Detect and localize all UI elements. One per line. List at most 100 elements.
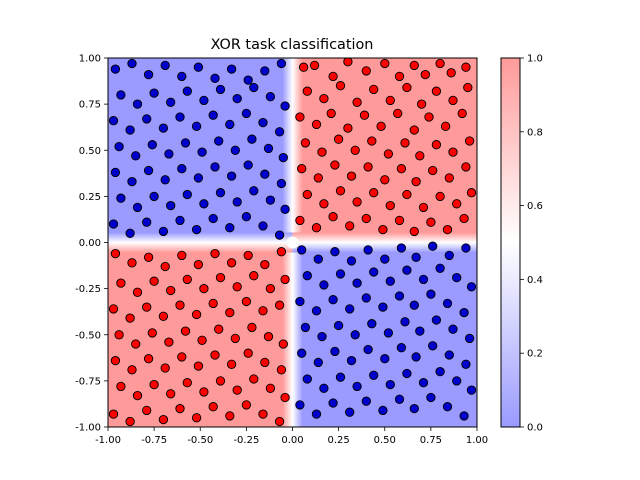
point-class-0 xyxy=(208,110,218,120)
point-class-1 xyxy=(263,331,274,342)
point-class-0 xyxy=(431,315,442,325)
point-class-1 xyxy=(442,224,453,235)
point-class-1 xyxy=(226,258,237,268)
point-class-0 xyxy=(215,84,226,95)
point-class-0 xyxy=(243,160,253,170)
point-class-0 xyxy=(232,197,242,207)
point-class-1 xyxy=(191,413,202,423)
point-class-0 xyxy=(249,186,259,196)
point-class-1 xyxy=(426,217,436,227)
point-class-0 xyxy=(313,357,323,368)
point-class-1 xyxy=(313,173,323,183)
point-class-1 xyxy=(330,160,340,170)
y-tick-label: 0.50 xyxy=(79,146,101,157)
point-class-0 xyxy=(243,75,253,85)
point-class-0 xyxy=(335,269,346,279)
point-class-1 xyxy=(142,405,152,416)
point-class-1 xyxy=(177,352,187,362)
point-class-1 xyxy=(393,108,403,119)
point-class-1 xyxy=(415,151,425,161)
point-class-0 xyxy=(114,141,124,152)
surface-boundary xyxy=(282,58,303,243)
point-class-1 xyxy=(409,226,419,237)
colorbar-tick-label: 0.4 xyxy=(527,275,543,286)
point-class-0 xyxy=(225,119,235,130)
point-class-1 xyxy=(164,337,174,347)
point-class-0 xyxy=(466,385,477,395)
point-class-1 xyxy=(295,112,305,122)
point-class-0 xyxy=(402,368,412,379)
point-class-1 xyxy=(280,274,290,285)
point-class-0 xyxy=(260,169,270,179)
point-class-1 xyxy=(345,221,355,231)
point-class-0 xyxy=(311,306,322,316)
point-class-1 xyxy=(309,60,320,71)
point-class-0 xyxy=(258,221,268,231)
point-class-0 xyxy=(276,178,287,189)
point-class-1 xyxy=(396,164,407,174)
point-class-1 xyxy=(402,82,412,93)
point-class-0 xyxy=(214,136,224,146)
point-class-0 xyxy=(295,296,305,307)
point-class-0 xyxy=(258,117,268,128)
point-class-1 xyxy=(208,298,218,309)
point-class-1 xyxy=(175,403,185,414)
point-class-0 xyxy=(300,322,311,333)
scatter-points xyxy=(108,58,477,427)
point-class-0 xyxy=(110,167,121,178)
point-class-1 xyxy=(280,392,290,403)
point-class-0 xyxy=(166,200,176,211)
point-class-0 xyxy=(131,151,141,161)
point-class-1 xyxy=(446,68,456,78)
point-class-0 xyxy=(459,307,469,318)
point-class-1 xyxy=(302,189,312,200)
y-tick-label: 0.25 xyxy=(79,192,101,203)
point-class-1 xyxy=(452,199,462,209)
point-class-1 xyxy=(215,272,226,283)
point-class-0 xyxy=(461,243,471,253)
point-class-0 xyxy=(346,256,357,266)
point-class-0 xyxy=(369,267,379,277)
point-class-1 xyxy=(116,381,126,392)
point-class-0 xyxy=(280,101,290,111)
point-class-1 xyxy=(363,162,373,172)
point-class-0 xyxy=(127,58,137,69)
x-tick-label: 0.00 xyxy=(281,435,303,446)
point-class-1 xyxy=(166,285,176,296)
point-class-1 xyxy=(175,300,185,310)
point-class-1 xyxy=(359,110,370,120)
point-class-0 xyxy=(177,71,187,82)
point-class-0 xyxy=(197,147,207,157)
point-class-1 xyxy=(420,69,430,80)
point-class-0 xyxy=(394,394,405,404)
y-tick-label: 0.00 xyxy=(79,238,101,249)
point-class-1 xyxy=(125,313,135,323)
point-class-1 xyxy=(125,416,135,427)
point-class-1 xyxy=(108,304,119,314)
point-class-1 xyxy=(249,271,259,281)
y-tick-label: -0.25 xyxy=(75,284,101,295)
point-class-1 xyxy=(297,164,307,174)
point-class-1 xyxy=(208,402,218,412)
point-class-1 xyxy=(149,379,159,390)
point-class-0 xyxy=(108,219,119,229)
point-class-1 xyxy=(383,149,394,159)
point-class-1 xyxy=(352,197,362,207)
point-class-0 xyxy=(444,250,454,261)
point-class-0 xyxy=(426,392,436,403)
point-class-0 xyxy=(330,346,340,357)
point-class-0 xyxy=(158,123,169,133)
point-class-0 xyxy=(263,143,274,154)
point-class-1 xyxy=(215,376,226,386)
point-class-1 xyxy=(311,223,322,233)
surface-center xyxy=(286,236,299,249)
point-class-1 xyxy=(459,213,469,224)
point-class-1 xyxy=(149,276,159,286)
point-class-0 xyxy=(149,191,159,202)
point-class-1 xyxy=(243,348,253,358)
point-class-1 xyxy=(210,350,220,360)
colorbar-tick-label: 0.2 xyxy=(527,349,543,360)
point-class-0 xyxy=(367,319,377,329)
point-class-0 xyxy=(274,230,285,240)
point-class-0 xyxy=(158,226,169,237)
